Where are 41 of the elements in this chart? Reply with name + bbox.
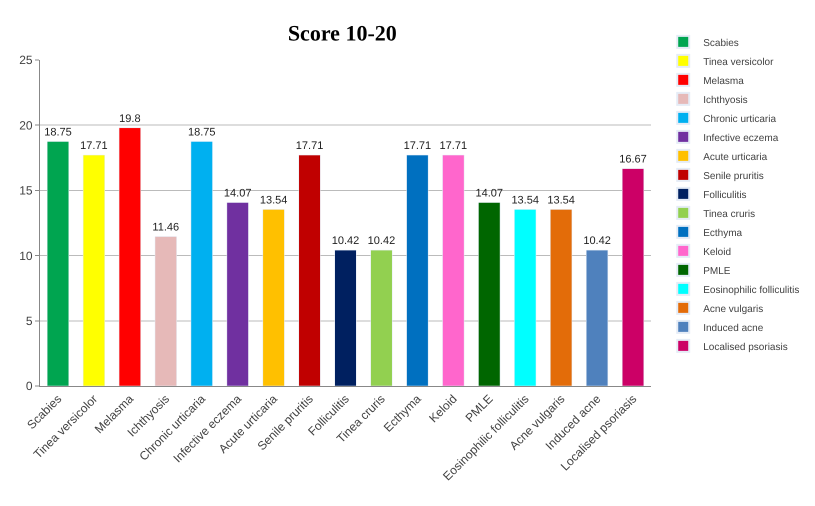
legend-label: Chronic urticaria [703, 114, 776, 125]
legend-label: PMLE [703, 266, 731, 277]
legend-label: Ichthyosis [703, 94, 748, 106]
data-label: 18.75 [44, 126, 72, 138]
legend-label: Ecthyma [703, 228, 743, 239]
data-label: 10.42 [368, 235, 396, 248]
legend-label: Localised psoriasis [703, 342, 788, 353]
legend-label: Folliculitis [703, 190, 747, 201]
legend-label: Tinea cruris [703, 208, 756, 220]
data-label: 16.67 [619, 154, 647, 166]
legend-label: Infective eczema [703, 132, 779, 144]
data-label: 17.71 [440, 140, 468, 152]
legend-label: Acne vulgaris [703, 304, 764, 315]
data-label: 10.42 [332, 235, 360, 248]
legend-label: Induced acne [703, 322, 764, 334]
data-label: 17.71 [404, 140, 432, 152]
y-tick-label: 0 [26, 379, 33, 394]
legend-label: Tinea versicolor [703, 56, 774, 68]
data-label: 17.71 [296, 140, 324, 152]
data-label: 13.54 [260, 194, 288, 206]
data-label: 14.07 [224, 188, 252, 200]
data-label: 14.07 [476, 188, 504, 200]
data-label: 18.75 [188, 126, 216, 138]
data-label: 13.54 [547, 194, 575, 206]
legend-label: Acute urticaria [703, 152, 768, 163]
chart-title: Score 10-20 [288, 20, 397, 46]
legend-label: Scabies [703, 38, 739, 49]
data-label: 19.8 [119, 112, 141, 125]
legend-label: Senile pruritis [703, 170, 764, 182]
data-label: 17.71 [80, 140, 108, 152]
data-label: 13.54 [511, 194, 539, 206]
legend-label: Melasma [703, 76, 744, 87]
y-tick-label: 20 [19, 118, 33, 132]
data-label: 11.46 [152, 222, 180, 234]
data-label: 10.42 [583, 235, 611, 248]
legend-label: Keloid [703, 246, 732, 258]
y-tick-label: 15 [19, 184, 33, 198]
y-tick-label: 10 [19, 248, 33, 263]
y-tick-label: 25 [19, 53, 33, 68]
y-tick-label: 5 [26, 314, 33, 328]
legend-label: Eosinophilic folliculitis [703, 284, 800, 296]
